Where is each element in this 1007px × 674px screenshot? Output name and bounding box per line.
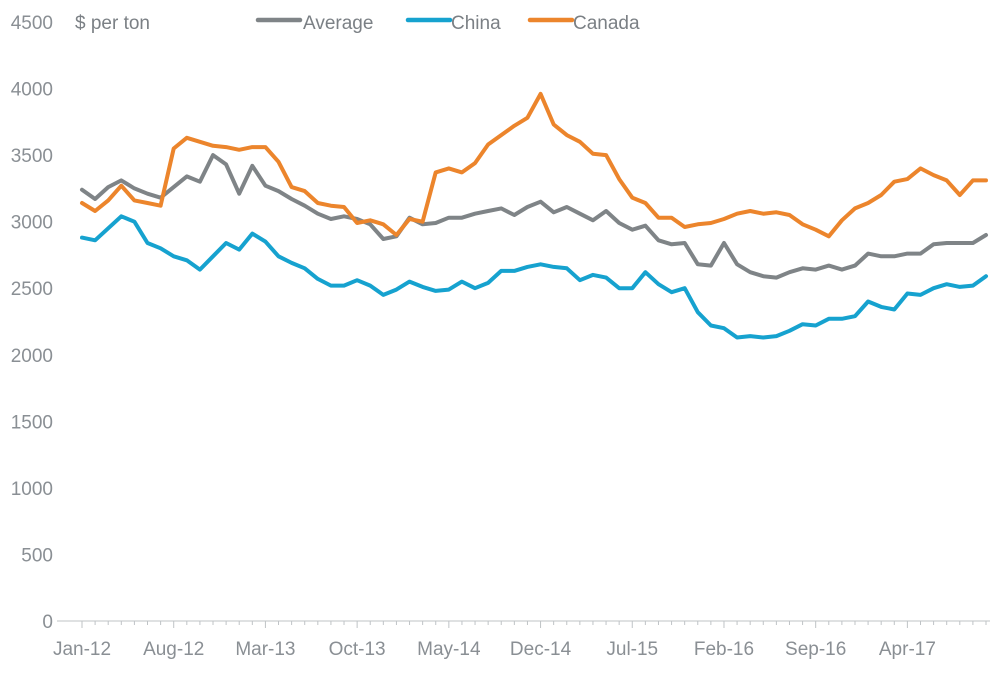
legend-label-canada: Canada bbox=[573, 13, 640, 34]
legend-label-china: China bbox=[451, 13, 501, 34]
x-tick-label: Aug-12 bbox=[143, 639, 204, 660]
y-tick-label: 2000 bbox=[11, 346, 53, 367]
x-tick-label: Apr-17 bbox=[879, 639, 936, 660]
y-axis: 0 500 1000 1500 2000 2500 3000 3500 4000 4500 bbox=[11, 13, 53, 633]
y-tick-label: 4000 bbox=[11, 80, 53, 101]
x-tick-label: Oct-13 bbox=[329, 639, 386, 660]
y-tick-label: 2500 bbox=[11, 279, 53, 300]
y-tick-label: 4500 bbox=[11, 13, 53, 34]
y-tick-label: 1500 bbox=[11, 412, 53, 433]
y-tick-label: 3000 bbox=[11, 213, 53, 234]
x-tick-label: Dec-14 bbox=[510, 639, 572, 660]
series-line-average bbox=[80, 153, 988, 280]
x-tick-label: Jan-12 bbox=[53, 639, 111, 660]
y-tick-label: 1000 bbox=[11, 479, 53, 500]
series-line-china bbox=[80, 214, 988, 340]
y-tick-label: 0 bbox=[42, 612, 53, 633]
x-axis: Jan-12 Aug-12 Mar-13 Oct-13 May-14 Dec-14 Jul-… bbox=[53, 620, 990, 660]
x-tick-label: Mar-13 bbox=[235, 639, 295, 660]
y-tick-label: 3500 bbox=[11, 146, 53, 167]
unit-label: $ per ton bbox=[75, 13, 150, 34]
y-tick-label: 500 bbox=[21, 545, 53, 566]
x-tick-label: Jul-15 bbox=[606, 639, 658, 660]
legend-label-average: Average bbox=[303, 13, 373, 34]
x-tick-label: Sep-16 bbox=[785, 639, 846, 660]
legend: Average China Canada bbox=[255, 13, 640, 34]
series-lines bbox=[80, 91, 988, 340]
x-tick-label: Feb-16 bbox=[694, 639, 754, 660]
series-line-canada bbox=[80, 91, 988, 239]
x-tick-label: May-14 bbox=[417, 639, 481, 660]
